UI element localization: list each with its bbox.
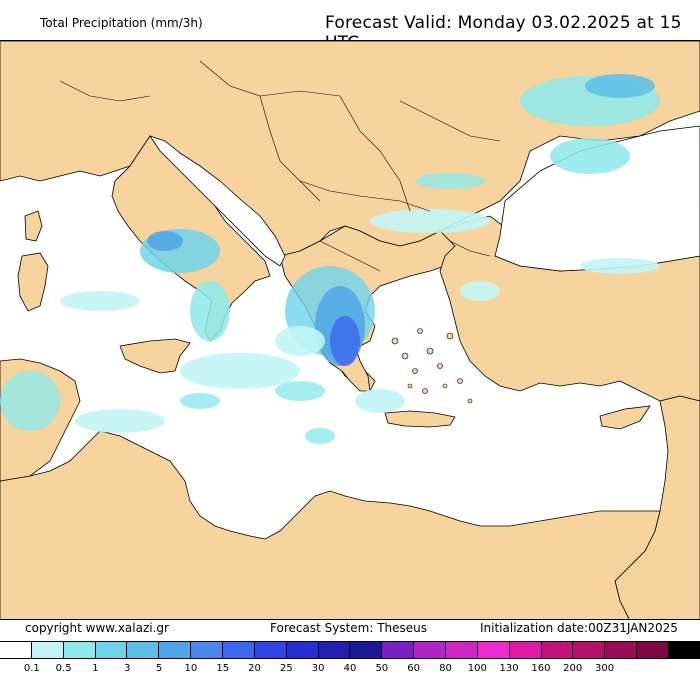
- legend-swatch: [573, 642, 606, 658]
- legend-swatch: [0, 642, 32, 658]
- legend-swatch: [223, 642, 255, 658]
- legend-tick-label: 20: [248, 663, 261, 674]
- legend-tick-label: 100: [467, 663, 487, 674]
- legend-swatch: [541, 642, 574, 658]
- precipitation-areas: [0, 74, 660, 444]
- color-legend: [0, 641, 700, 659]
- legend-swatch: [509, 642, 542, 658]
- legend-tick-label: 30: [311, 663, 325, 674]
- legend-tick-label: 1: [92, 663, 99, 674]
- precipitation-map: [0, 40, 700, 620]
- legend-tick-label: 5: [155, 663, 163, 674]
- legend-tick-label: 10: [184, 663, 198, 674]
- legend-tick-label: 200: [563, 663, 583, 674]
- legend-tick-label: 3: [124, 663, 131, 674]
- legend-swatch: [254, 642, 287, 658]
- cyprus-land: [599, 405, 651, 430]
- forecast-system-text: Forecast System: Theseus: [270, 621, 428, 635]
- legend-tick-label: 60: [407, 663, 420, 674]
- adriatic-sea: [149, 135, 286, 267]
- legend-swatch: [382, 642, 415, 658]
- legend-tick-label: 25: [279, 663, 293, 674]
- country-borders: [59, 60, 501, 272]
- sicily-land: [119, 338, 191, 374]
- init-date-text: Initialization date:00Z31JAN2025: [480, 621, 678, 635]
- legend-swatch: [63, 642, 96, 658]
- legend-tick-label: 0.1: [23, 663, 40, 674]
- legend-tick-label: 15: [216, 663, 230, 674]
- legend-swatch: [191, 642, 224, 658]
- sardinia-land: [17, 252, 49, 312]
- legend-swatch: [605, 642, 638, 658]
- title-left: Total Precipitation (mm/3h): [40, 16, 203, 30]
- copyright-text: copyright www.xalazi.gr: [25, 621, 169, 635]
- legend-swatch: [127, 642, 160, 658]
- legend-swatch: [637, 642, 670, 658]
- north-africa-land: [0, 430, 661, 619]
- legend-tick-label: 40: [343, 663, 357, 674]
- legend-swatch: [446, 642, 478, 658]
- aegean-islands: [391, 328, 473, 404]
- legend-tick-label: 160: [531, 663, 551, 674]
- legend-swatch: [350, 642, 383, 658]
- legend-swatch: [414, 642, 447, 658]
- legend-tick-label: 50: [375, 663, 389, 674]
- footer: copyright www.xalazi.gr Forecast System:…: [0, 620, 700, 640]
- legend-tick-label: 300: [594, 663, 615, 674]
- corsica-land: [24, 210, 43, 242]
- legend-swatch: [31, 642, 64, 658]
- legend-tick-label: 0.5: [55, 663, 72, 674]
- legend-swatch: [286, 642, 319, 658]
- crete-land: [384, 410, 456, 428]
- legend-swatch: [669, 642, 700, 658]
- legend-ticks: 0.1 0.5 1 3 5 10 15 20 25 30 40 50 60 80 100 130 160 200 3…: [0, 663, 700, 683]
- legend-tick-label: 130: [499, 663, 519, 674]
- legend-tick-label: 80: [439, 663, 452, 674]
- map-svg: [0, 41, 700, 619]
- legend-swatch: [159, 642, 192, 658]
- legend-swatch: [95, 642, 128, 658]
- legend-swatch: [477, 642, 510, 658]
- legend-swatch: [318, 642, 351, 658]
